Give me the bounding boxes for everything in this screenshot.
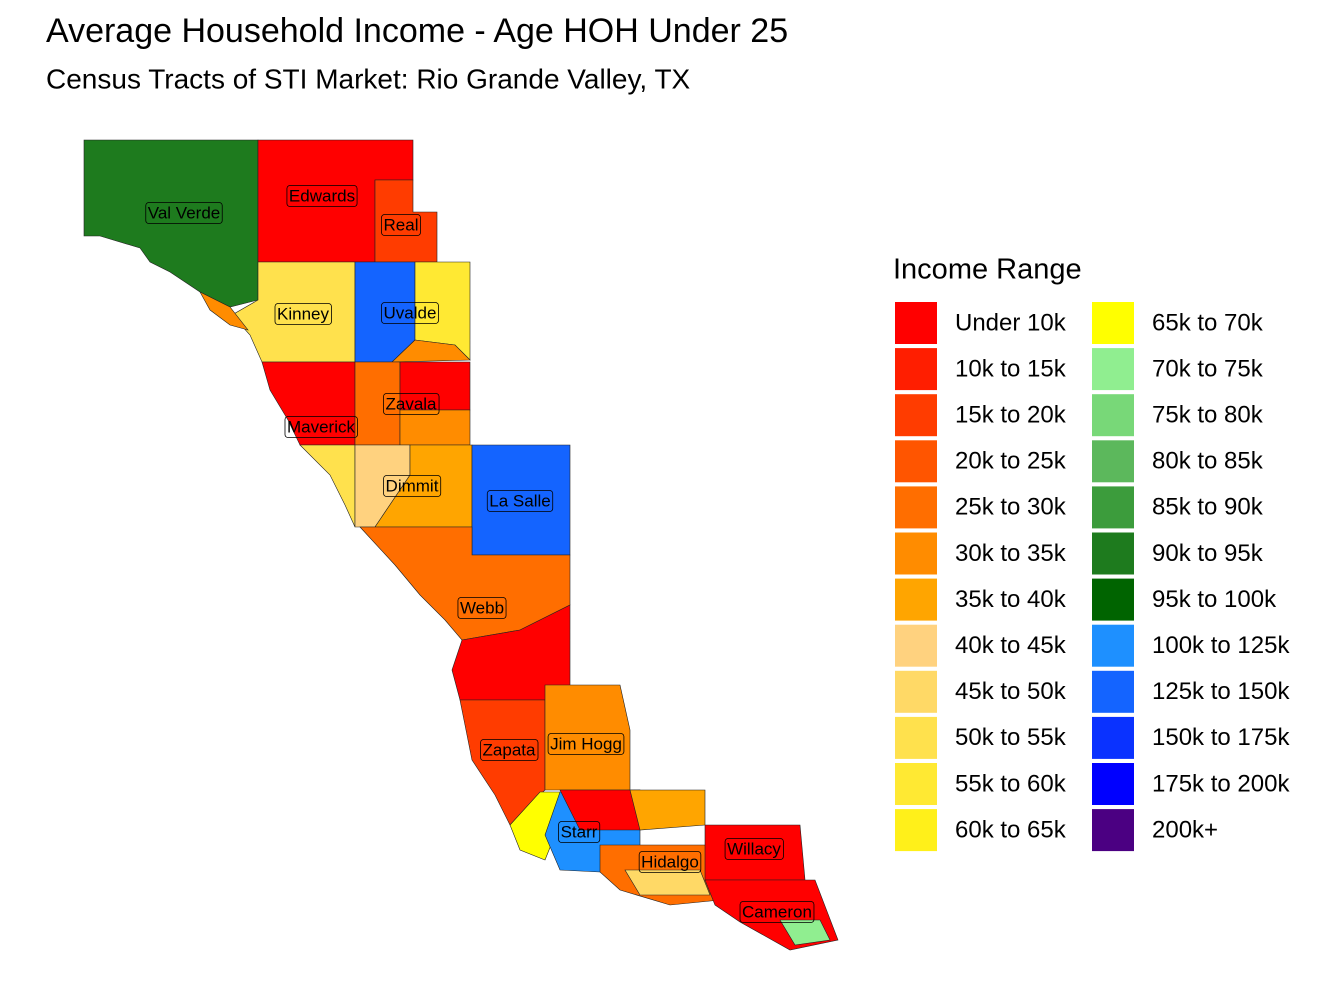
county-label: Real [384,215,419,234]
legend-label: 200k+ [1152,816,1218,843]
county-label-box [383,475,442,497]
county-label-box [739,901,815,923]
legend-label: 175k to 200k [1152,770,1290,797]
county-label-box [284,416,358,438]
legend-swatch [895,394,937,437]
legend-swatch [895,532,937,575]
legend-swatch [1092,486,1134,529]
county-label-box [724,838,784,860]
county-label-box [383,393,440,415]
legend-swatch [895,578,937,621]
legend-label: 125k to 150k [1152,678,1290,705]
legend-title: Income Range [893,254,1082,286]
legend-label: 95k to 100k [1152,586,1277,613]
county-label-box [274,303,332,325]
legend-label: 70k to 75k [1152,355,1264,382]
legend-label: 20k to 25k [955,448,1067,475]
county-label-box [381,302,439,324]
county-label: Edwards [289,186,355,205]
county-label: La Salle [489,491,550,510]
county-label: Val Verde [148,203,220,222]
county-label: Dimmit [386,476,439,495]
legend: Under 10k 10k to 15k 15k to 20k 20k to 25k 2… [895,302,1290,852]
legend-swatch [895,440,937,483]
legend-swatch [1092,440,1134,483]
county-label-box [286,185,358,207]
legend-label: 15k to 20k [955,402,1067,429]
legend-label: 45k to 50k [955,678,1067,705]
legend-label: 25k to 30k [955,494,1067,521]
legend-swatch [1092,716,1134,759]
county-label: Cameron [742,902,812,921]
county-label-box [547,733,625,755]
county-label-box [145,202,223,224]
county-label: Uvalde [384,303,437,322]
county-label: Willacy [727,839,781,858]
county-label-box [381,214,421,236]
county-shape [624,869,711,896]
legend-label: 30k to 35k [955,540,1067,567]
legend-swatch [895,670,937,713]
county-label: Hidalgo [641,852,699,871]
county-label: Zapata [483,740,536,759]
legend-swatch [1092,348,1134,391]
legend-swatch [895,302,937,344]
county-label-box [486,490,554,512]
legend-swatch [1092,394,1134,437]
legend-label: 85k to 90k [1152,494,1264,521]
legend-label: 100k to 125k [1152,632,1290,659]
county-label: Jim Hogg [550,734,622,753]
legend-label: 150k to 175k [1152,724,1290,751]
legend-label: Under 10k [955,309,1067,336]
county-label: Starr [561,822,598,841]
county-shape [544,684,631,791]
legend-label: 35k to 40k [955,586,1067,613]
legend-swatch [1092,532,1134,575]
legend-swatch [1092,302,1134,344]
legend-swatch [1092,624,1134,667]
legend-swatch [1092,809,1134,852]
legend-swatch [1092,670,1134,713]
county-label: Maverick [287,417,356,436]
legend-swatch [1092,763,1134,805]
county-shape [299,444,356,528]
legend-swatch [895,624,937,667]
county-label-box [638,851,702,873]
legend-label: 60k to 65k [955,816,1067,843]
legend-swatch [1092,578,1134,621]
legend-label: 10k to 15k [955,355,1067,382]
legend-label: 80k to 85k [1152,448,1264,475]
county-shape [629,789,706,831]
legend-swatch [895,809,937,852]
legend-swatch [895,763,937,805]
legend-label: 90k to 95k [1152,540,1264,567]
legend-label: 50k to 55k [955,724,1067,751]
county-label-box [480,739,539,761]
legend-label: 65k to 70k [1152,309,1264,336]
county-label: Webb [460,598,504,617]
legend-swatch [895,716,937,759]
map [83,139,839,951]
county-labels: Val Verde Edwards Real Kinney Uvalde Zavala Ma… [145,185,815,923]
county-shape [399,409,471,446]
legend-swatch [895,348,937,391]
county-label: Kinney [277,304,329,323]
legend-swatch [895,486,937,529]
county-shape [391,339,471,363]
legend-label: 75k to 80k [1152,402,1264,429]
county-shape [779,919,831,946]
county-label-box [457,597,507,619]
subtitle: Census Tracts of STI Market: Rio Grande … [46,63,691,94]
county-label: Zavala [385,394,437,413]
county-label-box [558,821,601,843]
county-shape [199,291,249,331]
legend-label: 40k to 45k [955,632,1067,659]
legend-label: 55k to 60k [955,770,1067,797]
title: Average Household Income - Age HOH Under… [46,12,788,50]
